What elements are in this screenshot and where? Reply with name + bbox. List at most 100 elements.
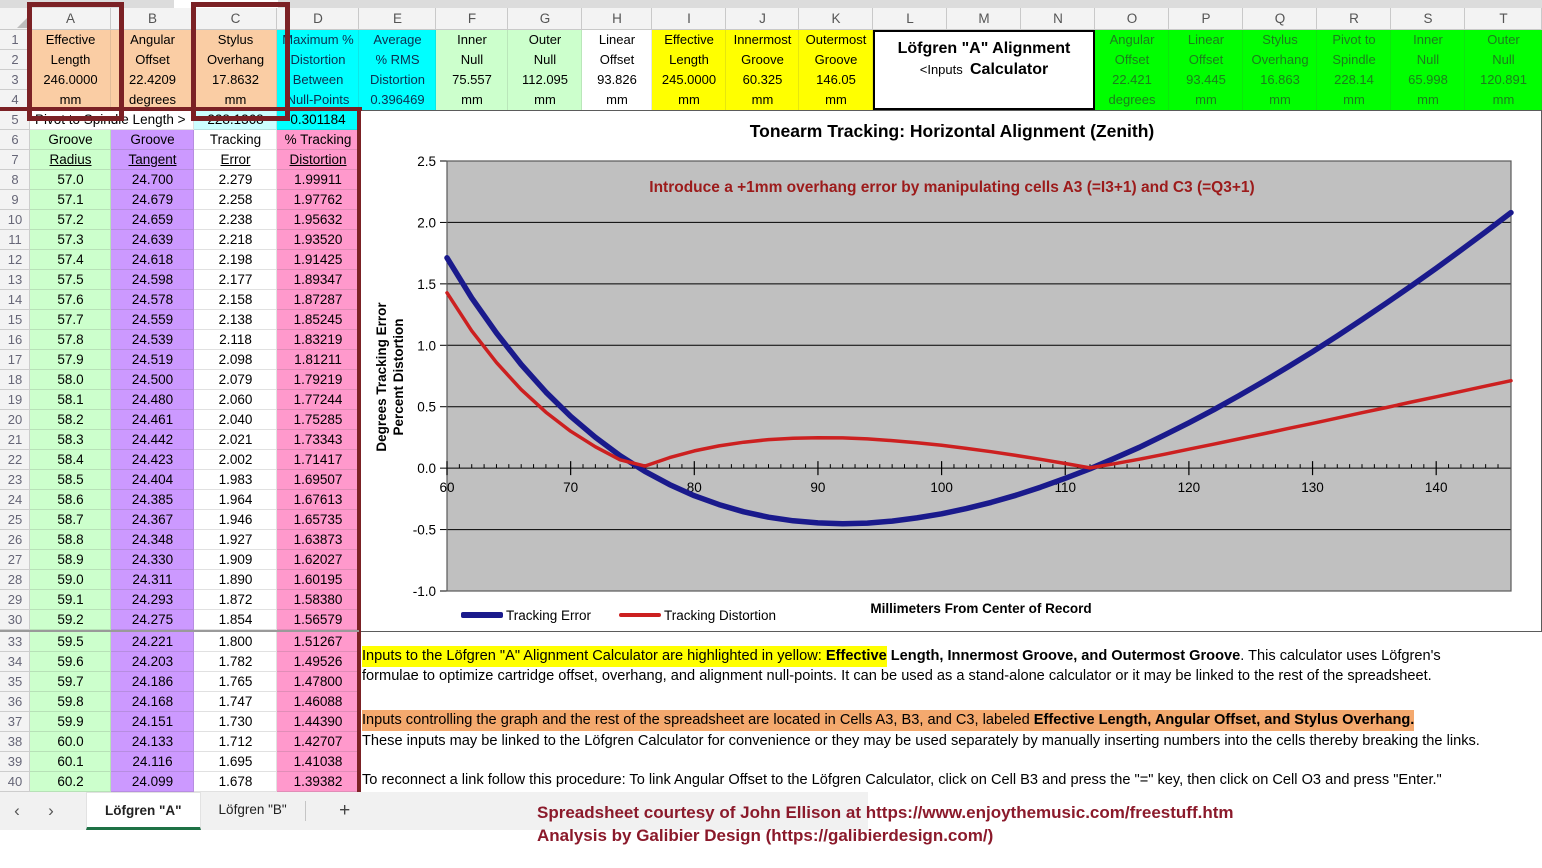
table-row-39-tracking-error[interactable]: 1.695 (194, 752, 277, 772)
column-header-D[interactable]: D (277, 8, 359, 30)
column-header-Q[interactable]: Q (1243, 8, 1317, 30)
table-row-33-groove-radius[interactable]: 59.5 (30, 632, 111, 652)
row-header-24[interactable]: 24 (0, 490, 30, 510)
column-header-F[interactable]: F (436, 8, 508, 30)
column-header-H[interactable]: H (582, 8, 652, 30)
row-header-4[interactable]: 4 (0, 90, 30, 110)
table-row-15-tracking-distortion[interactable]: 1.85245 (277, 310, 359, 330)
column-header-M[interactable]: M (947, 8, 1021, 30)
table-row-24-groove-radius[interactable]: 58.6 (30, 490, 111, 510)
column-header-R[interactable]: R (1317, 8, 1391, 30)
table-row-8-groove-radius[interactable]: 57.0 (30, 170, 111, 190)
table-row-15-groove-radius[interactable]: 57.7 (30, 310, 111, 330)
header-block-E[interactable]: Average% RMS Distortion 0.396469 (359, 30, 436, 110)
tab-lofgren-b[interactable]: Löfgren "B" (218, 802, 287, 817)
table-row-37-groove-tangent[interactable]: 24.151 (111, 712, 194, 732)
table-row-37-tracking-distortion[interactable]: 1.44390 (277, 712, 359, 732)
column-header-N[interactable]: N (1021, 8, 1095, 30)
row-header-30[interactable]: 30 (0, 610, 30, 630)
table-col-header-groove-radius[interactable]: Radius (30, 150, 111, 170)
next-sheet-arrow-icon[interactable]: › (48, 801, 54, 820)
table-row-21-groove-tangent[interactable]: 24.442 (111, 430, 194, 450)
table-row-23-tracking-distortion[interactable]: 1.69507 (277, 470, 359, 490)
table-row-33-tracking-error[interactable]: 1.800 (194, 632, 277, 652)
table-row-26-tracking-error[interactable]: 1.927 (194, 530, 277, 550)
row-header-26[interactable]: 26 (0, 530, 30, 550)
table-row-19-tracking-error[interactable]: 2.060 (194, 390, 277, 410)
row-header-2[interactable]: 2 (0, 50, 30, 70)
row-header-16[interactable]: 16 (0, 330, 30, 350)
row-header-22[interactable]: 22 (0, 450, 30, 470)
table-row-23-groove-radius[interactable]: 58.5 (30, 470, 111, 490)
row-header-17[interactable]: 17 (0, 350, 30, 370)
table-col-header-tracking-distortion[interactable]: Distortion (277, 150, 359, 170)
table-row-20-tracking-error[interactable]: 2.040 (194, 410, 277, 430)
column-header-J[interactable]: J (726, 8, 799, 30)
row-header-7[interactable]: 7 (0, 150, 30, 170)
column-header-B[interactable]: B (111, 8, 194, 30)
table-row-16-groove-tangent[interactable]: 24.539 (111, 330, 194, 350)
header-block-I[interactable]: Effective Length 245.0000 mm (652, 30, 726, 110)
table-row-19-tracking-distortion[interactable]: 1.77244 (277, 390, 359, 410)
header-block-A[interactable]: Effective Length 246.0000 mm (30, 30, 111, 110)
table-col-header-groove-tangent[interactable]: Groove (111, 130, 194, 150)
row-header-13[interactable]: 13 (0, 270, 30, 290)
table-row-18-tracking-error[interactable]: 2.079 (194, 370, 277, 390)
table-row-11-tracking-error[interactable]: 2.218 (194, 230, 277, 250)
table-row-19-groove-radius[interactable]: 58.1 (30, 390, 111, 410)
pivot-to-spindle-value[interactable]: 228.1368 (194, 110, 277, 130)
table-row-24-tracking-error[interactable]: 1.964 (194, 490, 277, 510)
table-row-26-tracking-distortion[interactable]: 1.63873 (277, 530, 359, 550)
row-header-5[interactable]: 5 (0, 110, 30, 130)
table-row-40-tracking-error[interactable]: 1.678 (194, 772, 277, 792)
pivot-to-spindle-label[interactable]: Pivot to Spindle Length > (30, 110, 194, 130)
table-row-29-groove-tangent[interactable]: 24.293 (111, 590, 194, 610)
table-row-13-groove-tangent[interactable]: 24.598 (111, 270, 194, 290)
select-all-corner[interactable] (0, 8, 30, 30)
table-row-40-groove-radius[interactable]: 60.2 (30, 772, 111, 792)
tab-lofgren-a[interactable]: Löfgren "A" (86, 792, 201, 830)
table-row-14-tracking-error[interactable]: 2.158 (194, 290, 277, 310)
table-row-33-groove-tangent[interactable]: 24.221 (111, 632, 194, 652)
row-header-39[interactable]: 39 (0, 752, 30, 772)
table-row-22-tracking-error[interactable]: 2.002 (194, 450, 277, 470)
table-row-14-groove-tangent[interactable]: 24.578 (111, 290, 194, 310)
row-header-21[interactable]: 21 (0, 430, 30, 450)
table-row-30-tracking-error[interactable]: 1.854 (194, 610, 277, 630)
column-header-L[interactable]: L (873, 8, 947, 30)
table-row-11-groove-tangent[interactable]: 24.639 (111, 230, 194, 250)
table-row-12-tracking-distortion[interactable]: 1.91425 (277, 250, 359, 270)
column-header-A[interactable]: A (30, 8, 111, 30)
row-header-3[interactable]: 3 (0, 70, 30, 90)
table-row-17-tracking-error[interactable]: 2.098 (194, 350, 277, 370)
table-row-25-tracking-distortion[interactable]: 1.65735 (277, 510, 359, 530)
table-row-12-groove-radius[interactable]: 57.4 (30, 250, 111, 270)
column-header-C[interactable]: C (194, 8, 277, 30)
table-row-36-tracking-error[interactable]: 1.747 (194, 692, 277, 712)
table-row-35-groove-radius[interactable]: 59.7 (30, 672, 111, 692)
table-row-10-groove-tangent[interactable]: 24.659 (111, 210, 194, 230)
table-col-header-tracking-error[interactable]: Error (194, 150, 277, 170)
table-row-16-groove-radius[interactable]: 57.8 (30, 330, 111, 350)
row-header-9[interactable]: 9 (0, 190, 30, 210)
table-row-25-groove-tangent[interactable]: 24.367 (111, 510, 194, 530)
table-row-39-tracking-distortion[interactable]: 1.41038 (277, 752, 359, 772)
row-header-35[interactable]: 35 (0, 672, 30, 692)
row-header-33[interactable]: 33 (0, 632, 30, 652)
table-row-29-tracking-error[interactable]: 1.872 (194, 590, 277, 610)
table-row-16-tracking-error[interactable]: 2.118 (194, 330, 277, 350)
table-row-22-groove-tangent[interactable]: 24.423 (111, 450, 194, 470)
table-row-39-groove-tangent[interactable]: 24.116 (111, 752, 194, 772)
row-header-28[interactable]: 28 (0, 570, 30, 590)
header-block-D[interactable]: Maximum % Distortion Between Null-Points (277, 30, 359, 110)
table-row-40-tracking-distortion[interactable]: 1.39382 (277, 772, 359, 792)
table-row-28-tracking-error[interactable]: 1.890 (194, 570, 277, 590)
table-row-25-groove-radius[interactable]: 58.7 (30, 510, 111, 530)
table-row-35-tracking-error[interactable]: 1.765 (194, 672, 277, 692)
column-header-G[interactable]: G (508, 8, 582, 30)
table-row-12-tracking-error[interactable]: 2.198 (194, 250, 277, 270)
row-header-14[interactable]: 14 (0, 290, 30, 310)
row-header-23[interactable]: 23 (0, 470, 30, 490)
table-row-17-groove-radius[interactable]: 57.9 (30, 350, 111, 370)
table-row-9-groove-radius[interactable]: 57.1 (30, 190, 111, 210)
